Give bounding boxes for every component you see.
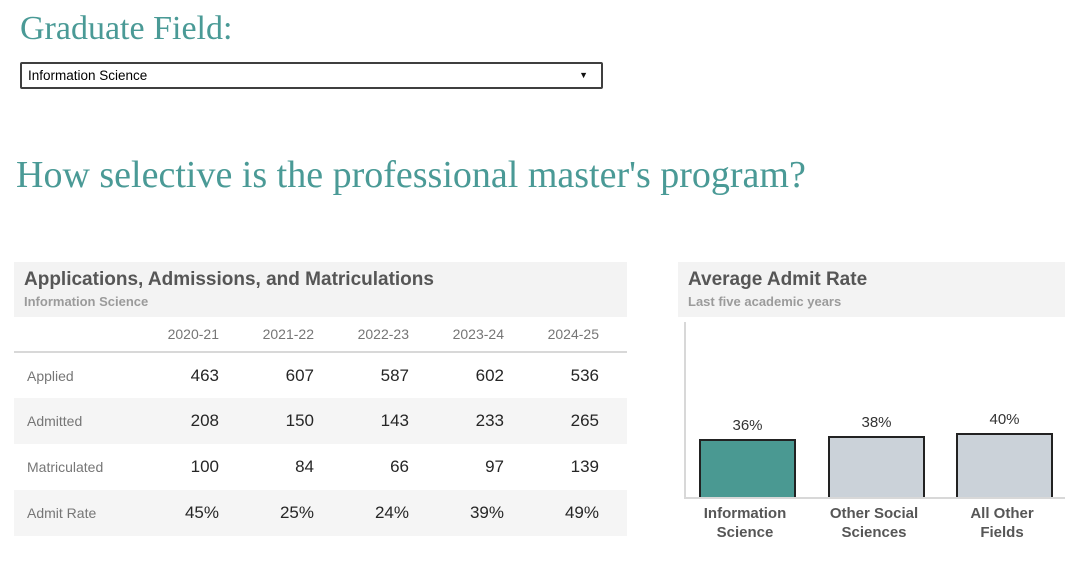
table-cell: 587 — [380, 365, 409, 385]
applications-table: 2020-21 2021-22 2022-23 2023-24 2024-25 Appl… — [14, 317, 627, 536]
chart-title: Average Admit Rate — [688, 269, 868, 290]
table-cell: 97 — [485, 457, 504, 476]
row-label: Admit Rate — [27, 505, 97, 521]
table-cell: 66 — [390, 457, 409, 476]
bar[interactable] — [956, 433, 1053, 497]
table-row: Admit Rate 45% 25% 24% 39% 49% — [14, 490, 627, 536]
table-cell: 208 — [190, 411, 219, 430]
column-header: 2020-21 — [152, 317, 247, 353]
row-label: Admitted — [27, 413, 83, 429]
table-row: Matriculated 100 84 66 97 139 — [14, 444, 627, 490]
bar-value-label: 36% — [732, 417, 763, 434]
table-cell: 536 — [570, 365, 599, 385]
applications-table-panel: Applications, Admissions, and Matriculat… — [14, 262, 627, 536]
table-cell: 84 — [295, 457, 314, 476]
chart-panel-header: Average Admit Rate Last five academic ye… — [678, 262, 1065, 317]
table-cell: 463 — [190, 365, 219, 385]
corner-cell — [14, 317, 152, 353]
table-cell: 265 — [570, 411, 599, 430]
bar-value-label: 38% — [861, 414, 892, 431]
table-cell: 150 — [285, 411, 314, 430]
column-header: 2021-22 — [247, 317, 342, 353]
table-cell: 24% — [374, 503, 409, 522]
column-header: 2024-25 — [532, 317, 627, 353]
table-subtitle: Information Science — [24, 293, 149, 309]
table-cell: 25% — [279, 503, 314, 522]
table-row: Admitted 208 150 143 233 265 — [14, 398, 627, 444]
bar[interactable] — [828, 436, 925, 497]
admit-rate-chart-panel: Average Admit Rate Last five academic ye… — [678, 262, 1065, 555]
bar-value-label: 40% — [989, 411, 1020, 428]
row-label: Matriculated — [27, 459, 104, 475]
table-cell: 233 — [475, 411, 504, 430]
bar[interactable] — [699, 439, 796, 497]
table-cell: 100 — [190, 457, 219, 476]
category-label: Information Science — [703, 505, 787, 541]
category-label: All Other Fields — [970, 505, 1034, 541]
table-row: Applied 463 607 587 602 536 — [14, 352, 627, 398]
category-labels: Information Science Other Social Sciences… — [684, 505, 1065, 555]
table-cell: 39% — [469, 503, 504, 522]
table-cell: 607 — [285, 365, 314, 385]
selected-field-value: Information Science — [28, 68, 148, 83]
bar-plot: 36% 38% 40% — [684, 322, 1065, 499]
table-cell: 45% — [184, 503, 219, 522]
table-header-row: 2020-21 2021-22 2022-23 2023-24 2024-25 — [14, 317, 627, 353]
row-label: Applied — [27, 367, 74, 384]
chevron-down-icon: ▼ — [579, 70, 588, 80]
column-header: 2023-24 — [437, 317, 532, 353]
filter-label: Graduate Field: — [20, 10, 233, 47]
chart-subtitle: Last five academic years — [688, 293, 842, 309]
table-panel-header: Applications, Admissions, and Matriculat… — [14, 262, 627, 317]
table-cell: 49% — [564, 503, 599, 522]
category-label: Other Social Sciences — [829, 505, 919, 541]
table-cell: 143 — [380, 411, 409, 430]
table-body: Applied 463 607 587 602 536 Admitted 208 150 143 2… — [14, 352, 627, 536]
page-title: How selective is the professional master… — [16, 154, 806, 196]
table-cell: 139 — [570, 457, 599, 476]
column-header: 2022-23 — [342, 317, 437, 353]
table-title: Applications, Admissions, and Matriculat… — [24, 269, 434, 290]
table-cell: 602 — [475, 365, 504, 385]
graduate-field-select[interactable]: Information Science ▼ — [20, 62, 603, 89]
